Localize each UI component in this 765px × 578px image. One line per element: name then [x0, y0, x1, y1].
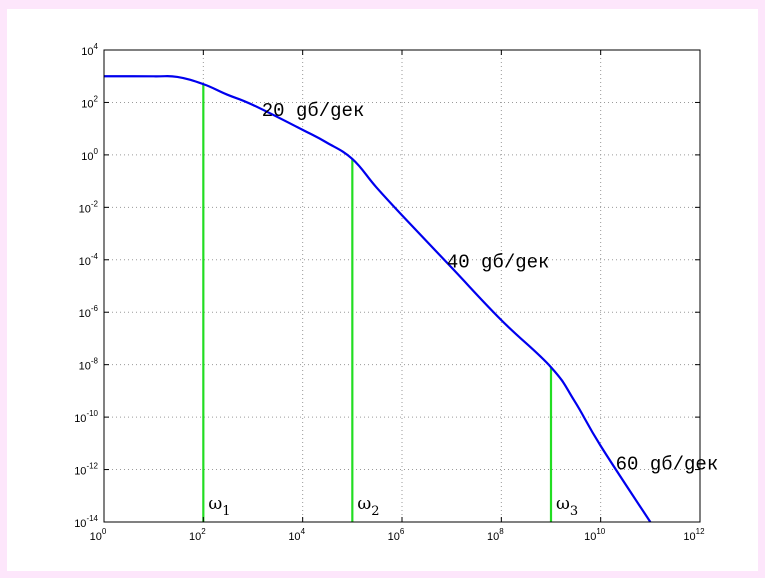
- x-tick-base: 10: [584, 531, 596, 543]
- y-tick-label: 10-2: [79, 199, 99, 215]
- y-tick-label: 10-6: [79, 304, 99, 320]
- chart-frame: 100 102 104 106 108 1010 1012 104 102 100 10-2 10-4…: [7, 9, 758, 571]
- y-tick-base: 10: [81, 98, 93, 110]
- y-tick-base: 10: [79, 256, 91, 268]
- corner-frequency-label: ω1: [208, 494, 230, 519]
- y-tick-label: 10-10: [74, 409, 98, 425]
- x-tick-label: 106: [388, 527, 405, 543]
- y-tick-label: 10-8: [79, 357, 99, 373]
- y-tick-base: 10: [74, 518, 86, 530]
- slope-annotation: 60 gб/geк: [616, 454, 719, 476]
- y-tick-exp: -14: [86, 514, 98, 523]
- y-tick-exp: -6: [91, 304, 99, 313]
- x-tick-label: 102: [189, 527, 206, 543]
- y-tick-base: 10: [81, 151, 93, 163]
- y-tick-exp: 0: [94, 147, 99, 156]
- y-tick-base: 10: [79, 203, 91, 215]
- x-tick-label: 100: [90, 527, 107, 543]
- omega-symbol: ω: [556, 494, 570, 514]
- omega-subscript: 3: [570, 504, 578, 519]
- x-tick-label: 104: [288, 527, 305, 543]
- plot-lines: [103, 74, 652, 523]
- y-tick-exp: 2: [94, 94, 99, 103]
- y-tick-base: 10: [81, 46, 93, 58]
- y-tick-exp: 4: [94, 42, 99, 51]
- y-tick-base: 10: [74, 466, 86, 478]
- corner-frequency-label: ω2: [357, 494, 379, 519]
- y-tick-base: 10: [74, 413, 86, 425]
- omega-subscript: 1: [222, 504, 230, 519]
- x-tick-exp: 4: [301, 527, 306, 536]
- x-tick-label: 1010: [584, 527, 606, 543]
- y-tick-label: 102: [81, 94, 98, 110]
- y-tick-label: 10-4: [79, 252, 99, 268]
- y-tick-label: 10-12: [74, 462, 98, 478]
- x-tick-base: 10: [288, 531, 300, 543]
- y-tick-label: 104: [81, 42, 98, 58]
- labels: 100 102 104 106 108 1010 101210410210010-210-4…: [74, 42, 718, 543]
- omega-subscript: 2: [371, 504, 379, 519]
- y-tick-base: 10: [79, 361, 91, 373]
- y-tick-exp: -4: [91, 252, 99, 261]
- x-tick-base: 10: [189, 531, 201, 543]
- x-tick-base: 10: [90, 531, 102, 543]
- corner-frequency-label: ω3: [556, 494, 578, 519]
- x-tick-exp: 12: [696, 527, 705, 536]
- y-tick-exp: -10: [86, 409, 98, 418]
- y-tick-label: 10-14: [74, 514, 98, 530]
- x-tick-label: 1012: [683, 527, 705, 543]
- y-tick-exp: -12: [86, 462, 98, 471]
- x-tick-base: 10: [683, 531, 695, 543]
- x-tick-label: 108: [487, 527, 504, 543]
- slope-annotation: 20 gб/geк: [262, 100, 365, 122]
- x-tick-exp: 6: [400, 527, 405, 536]
- ticks: [103, 49, 701, 523]
- slope-annotation: 40 gб/geк: [447, 252, 550, 274]
- bode-magnitude-chart: 100 102 104 106 108 1010 101210410210010-210-4…: [74, 42, 718, 543]
- y-tick-exp: -8: [91, 357, 99, 366]
- magnitude-curve: [103, 74, 652, 523]
- x-tick-base: 10: [388, 531, 400, 543]
- x-tick-exp: 0: [102, 527, 107, 536]
- y-tick-base: 10: [79, 308, 91, 320]
- omega-symbol: ω: [357, 494, 371, 514]
- y-tick-exp: -2: [91, 199, 99, 208]
- omega-symbol: ω: [208, 494, 222, 514]
- x-tick-exp: 10: [596, 527, 605, 536]
- grid: [104, 50, 700, 522]
- x-tick-exp: 8: [499, 527, 504, 536]
- x-tick-base: 10: [487, 531, 499, 543]
- x-tick-exp: 2: [201, 527, 206, 536]
- y-tick-label: 100: [81, 147, 98, 163]
